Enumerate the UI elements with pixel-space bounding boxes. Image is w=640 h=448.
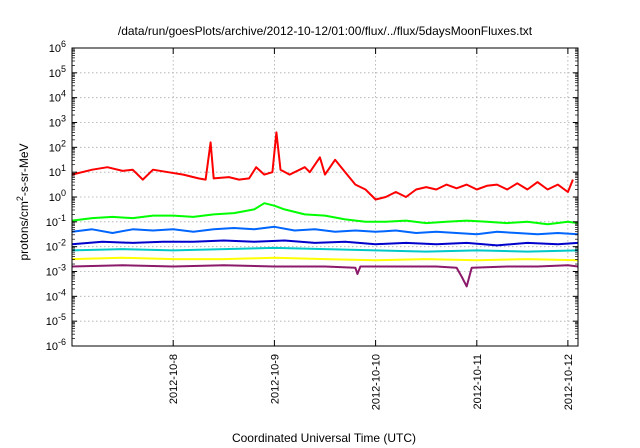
series-line-4 [71, 246, 579, 253]
y-tick-label: 102 [49, 138, 66, 154]
series-line-6 [71, 264, 579, 288]
y-axis-label-base: protons/cm [17, 201, 31, 260]
y-tick-label: 10-6 [46, 337, 66, 353]
y-tick-label: 10-1 [46, 213, 66, 229]
y-tick-label: 10-3 [46, 263, 66, 279]
series-line-0 [71, 131, 574, 201]
y-tick-label: 10-5 [46, 312, 66, 328]
x-tick-label: 2012-10-10 [371, 354, 383, 410]
y-axis-label-rest: -s-sr-MeV [17, 143, 31, 196]
series-line-2 [71, 225, 579, 236]
x-tick-label: 2012-10-11 [472, 354, 484, 409]
y-tick-label: 106 [49, 39, 66, 55]
y-axis-label: protons/cm2-s-sr-MeV [15, 143, 31, 260]
y-tick-label: 104 [49, 89, 66, 105]
data-series [71, 131, 579, 288]
series-line-3 [71, 239, 579, 247]
y-tick-label: 100 [49, 188, 66, 204]
y-axis-label-sup: 2 [15, 196, 25, 201]
x-tick-label: 2012-10-12 [563, 354, 575, 410]
y-axis-ticks: 10-6 10-5 10-4 10-3 10-2 10-1 100 101 102 103 104 1… [46, 39, 578, 353]
chart-title: /data/run/goesPlots/archive/2012-10-12/0… [118, 24, 533, 38]
y-tick-label: 10-2 [46, 238, 66, 254]
y-tick-label: 103 [49, 114, 66, 130]
series-line-5 [71, 256, 579, 262]
x-axis-ticks: 2012-10-8 2012-10-9 2012-10-10 2012-10-11 20… [168, 48, 575, 410]
x-tick-label: 2012-10-8 [168, 354, 180, 404]
y-tick-label: 105 [49, 64, 66, 80]
y-tick-label: 101 [49, 163, 66, 179]
grid [72, 48, 578, 346]
series-line-1 [71, 202, 579, 226]
x-axis-label: Coordinated Universal Time (UTC) [232, 431, 416, 445]
y-tick-label: 10-4 [46, 287, 66, 303]
x-tick-label: 2012-10-9 [269, 354, 281, 404]
